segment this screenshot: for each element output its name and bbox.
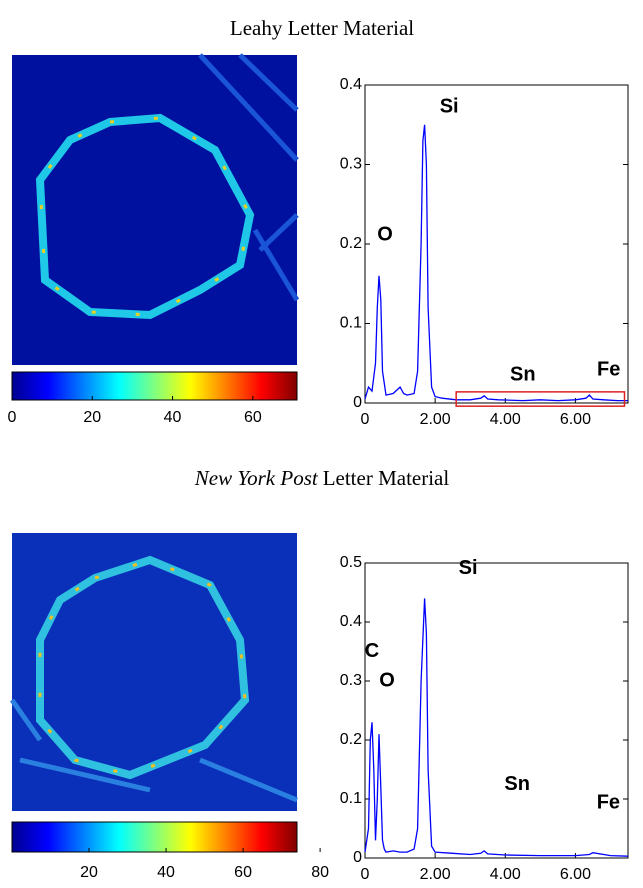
panel-title: Leahy Letter Material xyxy=(230,16,414,40)
heatmap-top xyxy=(12,53,300,365)
peak-label: C xyxy=(365,640,379,662)
spectrum-line xyxy=(364,124,628,402)
y-tick-label: 0 xyxy=(353,394,362,411)
title-text: Letter Material xyxy=(323,466,450,490)
y-tick-label: 0.3 xyxy=(340,156,362,173)
x-tick-label: 0 xyxy=(361,411,370,428)
plot-frame xyxy=(364,562,629,859)
x-tick-label: 4.00 xyxy=(490,411,521,428)
x-tick-label: 0 xyxy=(361,866,370,883)
colorbar-tick-label: 60 xyxy=(244,409,262,426)
title-text: Leahy Letter Material xyxy=(230,16,414,40)
peak-label: Sn xyxy=(504,773,530,795)
colorbar-tick-label: 40 xyxy=(164,409,182,426)
y-tick-label: 0.1 xyxy=(340,790,362,807)
y-tick-label: 0.5 xyxy=(340,554,362,571)
y-tick-label: 0.4 xyxy=(340,76,362,93)
peak-label: Si xyxy=(440,96,459,118)
peak-label: O xyxy=(377,224,393,246)
colorbar-tick-label: 80 xyxy=(311,864,329,881)
y-tick-label: 0.1 xyxy=(340,315,362,332)
y-tick-label: 0.2 xyxy=(340,235,362,252)
colorbar-tick-label: 0 xyxy=(8,409,17,426)
spectrum-line xyxy=(364,598,629,857)
x-tick-label: 4.00 xyxy=(490,866,521,883)
colorbar-tick-label: 20 xyxy=(83,409,101,426)
colorbar-tick-label: 20 xyxy=(80,864,98,881)
peak-label: Sn xyxy=(510,363,536,385)
x-tick-label: 2.00 xyxy=(420,866,451,883)
highlight-box xyxy=(455,391,626,407)
peak-label: Si xyxy=(459,557,478,579)
y-tick-label: 0.2 xyxy=(340,731,362,748)
title-italic: New York Post xyxy=(194,466,319,490)
plot-frame xyxy=(364,84,629,404)
panel-title: New York Post Letter Material xyxy=(194,466,450,490)
colorbar xyxy=(11,821,298,853)
peak-label: O xyxy=(379,669,395,691)
x-tick-label: 2.00 xyxy=(420,411,451,428)
peak-label: Fe xyxy=(597,791,620,813)
y-tick-label: 0.3 xyxy=(340,672,362,689)
colorbar-tick-label: 40 xyxy=(157,864,175,881)
heatmap-bottom xyxy=(9,533,298,811)
colorbar-tick-label: 60 xyxy=(234,864,252,881)
y-tick-label: 0.4 xyxy=(340,613,362,630)
y-tick-label: 0 xyxy=(353,849,362,866)
x-tick-label: 6.00 xyxy=(560,866,591,883)
colorbar xyxy=(11,371,298,401)
peak-label: Fe xyxy=(597,359,620,381)
x-tick-label: 6.00 xyxy=(560,411,591,428)
